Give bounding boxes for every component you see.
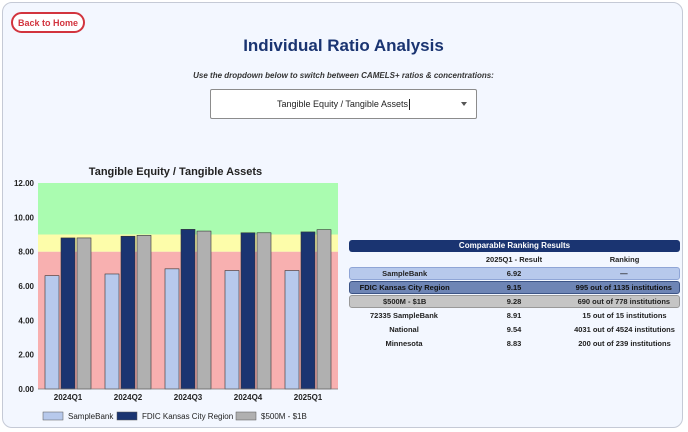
row-name: National bbox=[389, 325, 419, 334]
y-tick-label: 6.00 bbox=[18, 282, 34, 291]
legend-label: $500M - $1B bbox=[261, 412, 307, 421]
bar-fdic-kansas-city-region bbox=[120, 235, 136, 390]
app-frame: Back to Home Individual Ratio Analysis U… bbox=[2, 2, 683, 428]
instructions-text: Use the dropdown below to switch between… bbox=[193, 71, 494, 80]
x-tick-label: 2025Q1 bbox=[294, 393, 323, 402]
row-result: 8.83 bbox=[506, 339, 522, 348]
y-tick-label: 0.00 bbox=[18, 385, 34, 394]
chart-title: Tangible Equity / Tangible Assets bbox=[88, 166, 263, 178]
bar-samplebank bbox=[284, 270, 300, 390]
row-result: 9.28 bbox=[506, 297, 522, 306]
legend-swatch bbox=[116, 411, 138, 421]
ranking-table: Comparable Ranking Results 2025Q1 - Resu… bbox=[349, 240, 680, 350]
x-tick-label: 2024Q2 bbox=[114, 393, 143, 402]
row-name: FDIC Kansas City Region bbox=[359, 283, 450, 292]
threshold-band bbox=[38, 183, 338, 235]
row-result: 6.92 bbox=[506, 269, 522, 278]
text-cursor bbox=[408, 98, 410, 110]
row-result: 8.91 bbox=[506, 311, 522, 320]
row-name: $500M - $1B bbox=[382, 297, 427, 306]
y-tick-label: 10.00 bbox=[14, 213, 35, 222]
ranking-table-title: Comparable Ranking Results bbox=[349, 240, 680, 252]
bar-samplebank bbox=[104, 273, 120, 390]
chevron-down-icon[interactable] bbox=[461, 102, 467, 106]
table-row: SampleBank 6.92 — bbox=[349, 267, 680, 280]
bar-fdic-kansas-city-region bbox=[180, 229, 196, 390]
table-row: Minnesota 8.83 200 out of 239 institutions bbox=[349, 337, 680, 350]
ratio-dropdown-value: Tangible Equity / Tangible Assets bbox=[277, 99, 408, 109]
x-tick-label: 2024Q4 bbox=[234, 393, 263, 402]
row-ranking: 690 out of 778 institutions bbox=[577, 297, 671, 306]
table-row: $500M - $1B 9.28 690 out of 778 institutio… bbox=[349, 295, 680, 308]
column-header-ranking: Ranking bbox=[609, 255, 640, 264]
y-tick-label: 12.00 bbox=[14, 179, 35, 188]
row-name: Minnesota bbox=[385, 339, 423, 348]
y-tick-label: 4.00 bbox=[18, 316, 34, 325]
row-ranking: — bbox=[620, 269, 628, 278]
row-name: 72335 SampleBank bbox=[370, 311, 438, 320]
legend-label: SampleBank bbox=[68, 412, 114, 421]
y-tick-label: 8.00 bbox=[18, 248, 34, 257]
bar-fdic-kansas-city-region bbox=[60, 237, 76, 390]
page-title: Individual Ratio Analysis bbox=[243, 36, 444, 55]
legend-swatch bbox=[42, 411, 64, 421]
table-row: 72335 SampleBank 8.91 15 out of 15 institu… bbox=[349, 309, 680, 322]
row-name: SampleBank bbox=[382, 269, 428, 278]
back-to-home-button[interactable]: Back to Home bbox=[11, 12, 85, 33]
row-ranking: 200 out of 239 institutions bbox=[578, 339, 671, 348]
column-header-result: 2025Q1 - Result bbox=[485, 255, 543, 264]
ranking-rows: SampleBank 6.92 — FDIC Kansas City Region 9.… bbox=[349, 267, 680, 350]
row-ranking: 15 out of 15 institutions bbox=[582, 311, 667, 320]
row-ranking: 4031 out of 4524 institutions bbox=[574, 325, 675, 334]
bar-samplebank bbox=[224, 270, 240, 390]
table-row: FDIC Kansas City Region 9.15 995 out of 11… bbox=[349, 281, 680, 294]
bar--500m-1b bbox=[76, 237, 92, 390]
row-ranking: 995 out of 1135 institutions bbox=[575, 283, 672, 292]
bar--500m-1b bbox=[256, 232, 272, 390]
bar-samplebank bbox=[164, 268, 180, 390]
ratio-dropdown[interactable]: Tangible Equity / Tangible Assets bbox=[210, 89, 477, 119]
x-tick-label: 2024Q1 bbox=[54, 393, 83, 402]
row-result: 9.15 bbox=[506, 283, 522, 292]
bar--500m-1b bbox=[136, 235, 152, 390]
bar-samplebank bbox=[44, 275, 60, 390]
y-tick-label: 2.00 bbox=[18, 351, 34, 360]
legend-label: FDIC Kansas City Region bbox=[142, 412, 233, 421]
bar--500m-1b bbox=[196, 230, 212, 390]
x-tick-label: 2024Q3 bbox=[174, 393, 203, 402]
bar-fdic-kansas-city-region bbox=[300, 231, 316, 390]
bar-chart: 0.00 2.00 4.00 6.00 8.00 10.00 12.00 2024Q1 2024… bbox=[14, 179, 338, 421]
ranking-column-headers: 2025Q1 - Result Ranking bbox=[349, 253, 680, 266]
bar--500m-1b bbox=[316, 229, 332, 390]
row-result: 9.54 bbox=[506, 325, 522, 334]
table-row: National 9.54 4031 out of 4524 institution… bbox=[349, 323, 680, 336]
legend-swatch bbox=[235, 411, 257, 421]
bar-fdic-kansas-city-region bbox=[240, 232, 256, 390]
